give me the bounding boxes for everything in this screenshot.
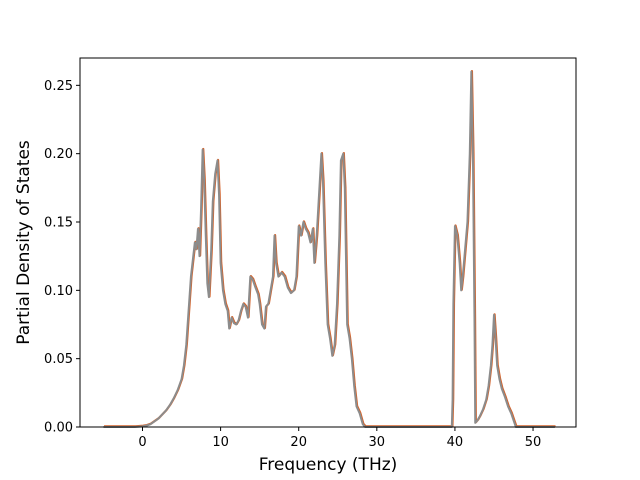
- y-axis-label: Partial Density of States: [14, 140, 34, 345]
- y-tick-label: 0.15: [44, 216, 73, 231]
- y-tick-label: 0.25: [44, 79, 73, 94]
- plot-area: [79, 57, 577, 428]
- x-tick-label: 0: [138, 435, 146, 450]
- x-tick-label: 20: [290, 435, 307, 450]
- x-tick-label: 50: [525, 435, 542, 450]
- x-tick-label: 40: [447, 435, 464, 450]
- x-tick-label: 10: [212, 435, 229, 450]
- y-tick-label: 0.20: [44, 147, 73, 162]
- y-tick-label: 0.05: [44, 352, 73, 367]
- y-axis: 0.00 0.05 0.10 0.15 0.20 0.25: [44, 79, 80, 436]
- series-line: [103, 70, 555, 428]
- x-tick-label: 30: [369, 435, 386, 450]
- y-tick-label: 0.00: [44, 421, 73, 436]
- x-axis: 0 10 20 30 40 50: [138, 427, 541, 450]
- y-tick-label: 0.10: [44, 284, 73, 299]
- series-layer: [103, 69, 556, 428]
- axes-frame: [79, 57, 577, 428]
- x-axis-label: Frequency (THz): [259, 455, 398, 475]
